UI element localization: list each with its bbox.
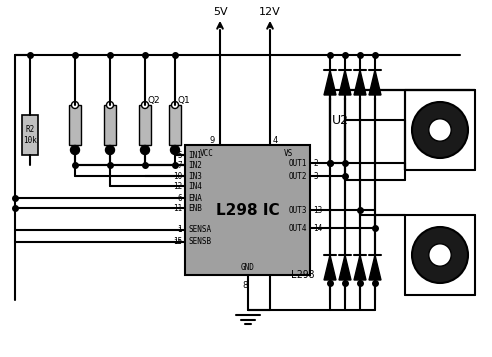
Text: 5V: 5V: [213, 7, 227, 17]
Circle shape: [70, 146, 80, 155]
Circle shape: [106, 101, 114, 109]
Circle shape: [172, 101, 179, 109]
Text: OUT1: OUT1: [288, 159, 307, 167]
Text: SENSA: SENSA: [188, 226, 211, 235]
Text: IN4: IN4: [188, 181, 202, 191]
Text: Q2: Q2: [147, 96, 159, 105]
Text: 9: 9: [210, 136, 215, 145]
Text: VCC: VCC: [200, 149, 214, 157]
Text: 5: 5: [178, 151, 182, 160]
Text: 4: 4: [273, 136, 278, 145]
Polygon shape: [354, 255, 366, 280]
Circle shape: [105, 146, 115, 155]
Polygon shape: [324, 70, 336, 95]
Text: 6: 6: [178, 193, 182, 202]
Circle shape: [429, 244, 451, 266]
Bar: [22, 115, 38, 155]
Text: 1: 1: [178, 227, 182, 233]
Text: SENSB: SENSB: [188, 237, 211, 246]
Text: 12V: 12V: [259, 7, 281, 17]
Text: L298: L298: [291, 270, 315, 280]
Circle shape: [142, 101, 149, 109]
Bar: [69, 105, 81, 145]
Text: 15: 15: [173, 239, 182, 245]
Bar: [185, 145, 310, 275]
Text: 8: 8: [242, 281, 247, 290]
Text: 15: 15: [173, 237, 182, 246]
Text: L298 IC: L298 IC: [215, 202, 279, 217]
Text: ENA: ENA: [188, 193, 202, 202]
Circle shape: [171, 146, 180, 155]
Polygon shape: [354, 70, 366, 95]
Circle shape: [429, 119, 451, 141]
Text: 13: 13: [313, 206, 322, 215]
Text: 3: 3: [313, 171, 318, 181]
Polygon shape: [339, 255, 351, 280]
Circle shape: [141, 146, 150, 155]
Bar: [139, 105, 151, 145]
Text: 12: 12: [173, 181, 182, 191]
Text: IN3: IN3: [188, 171, 202, 181]
Circle shape: [71, 101, 79, 109]
Circle shape: [412, 102, 468, 158]
Text: IN2: IN2: [188, 161, 202, 170]
Text: 7: 7: [178, 161, 182, 170]
Polygon shape: [324, 255, 336, 280]
Text: R2
10k: R2 10k: [23, 125, 37, 145]
Text: 11: 11: [173, 203, 182, 212]
Text: OUT2: OUT2: [288, 171, 307, 181]
Text: GND: GND: [241, 262, 254, 272]
Text: OUT4: OUT4: [288, 223, 307, 232]
Text: OUT3: OUT3: [288, 206, 307, 215]
Text: VS: VS: [283, 149, 293, 157]
Polygon shape: [369, 255, 381, 280]
Bar: [104, 105, 116, 145]
Text: ENB: ENB: [188, 203, 202, 212]
Text: 14: 14: [313, 223, 322, 232]
Polygon shape: [369, 70, 381, 95]
Text: IN1: IN1: [188, 151, 202, 160]
Circle shape: [412, 227, 468, 283]
Text: 10: 10: [173, 171, 182, 181]
Text: 1: 1: [178, 226, 182, 235]
Text: 2: 2: [313, 159, 318, 167]
Text: Q1: Q1: [177, 96, 190, 105]
Polygon shape: [339, 70, 351, 95]
Bar: [169, 105, 181, 145]
Text: U2: U2: [332, 114, 348, 126]
